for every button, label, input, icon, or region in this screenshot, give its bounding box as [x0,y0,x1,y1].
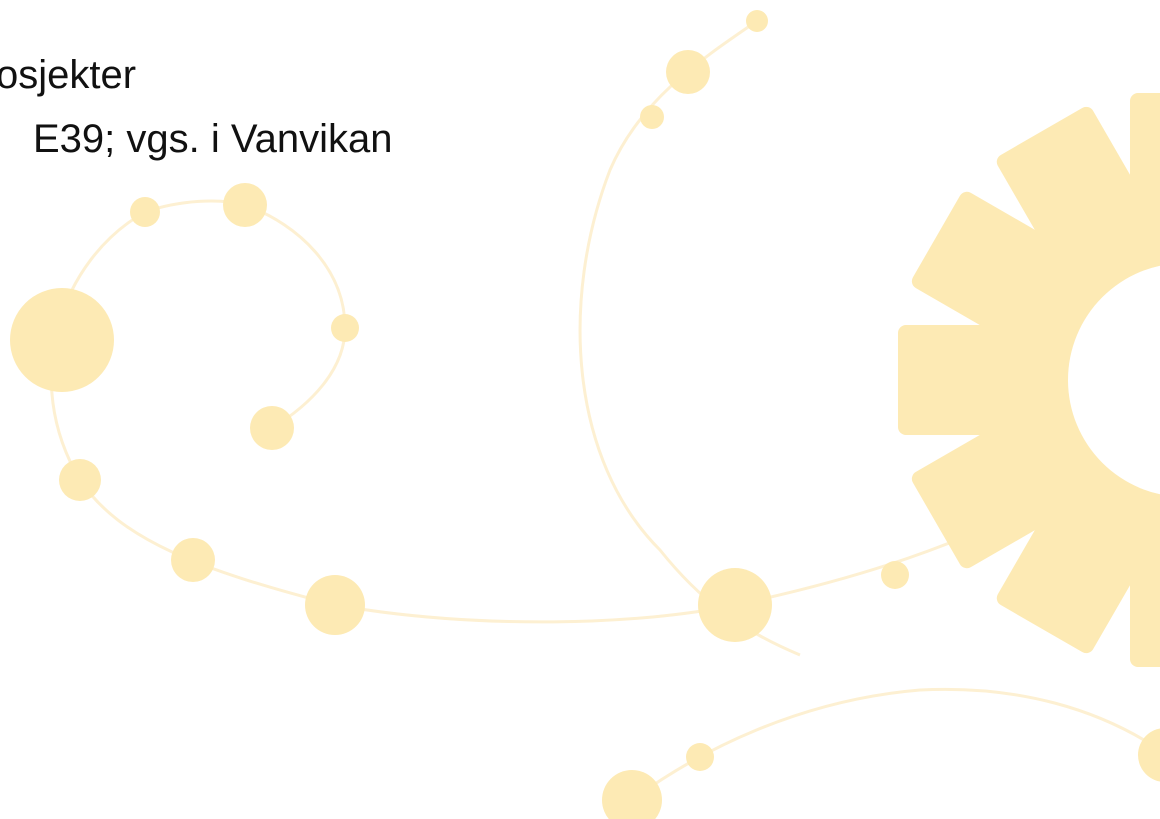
curve [632,689,1160,800]
curve [145,201,345,428]
slide-text-line: osjekter [0,53,136,97]
gear [898,93,1160,667]
curve [580,21,800,655]
page: osjekter E39; vgs. i Vanvikan (() => { c… [0,0,1160,819]
slide: osjekter E39; vgs. i Vanvikan [0,0,1160,819]
slide-text-line: E39; vgs. i Vanvikan [33,117,392,161]
